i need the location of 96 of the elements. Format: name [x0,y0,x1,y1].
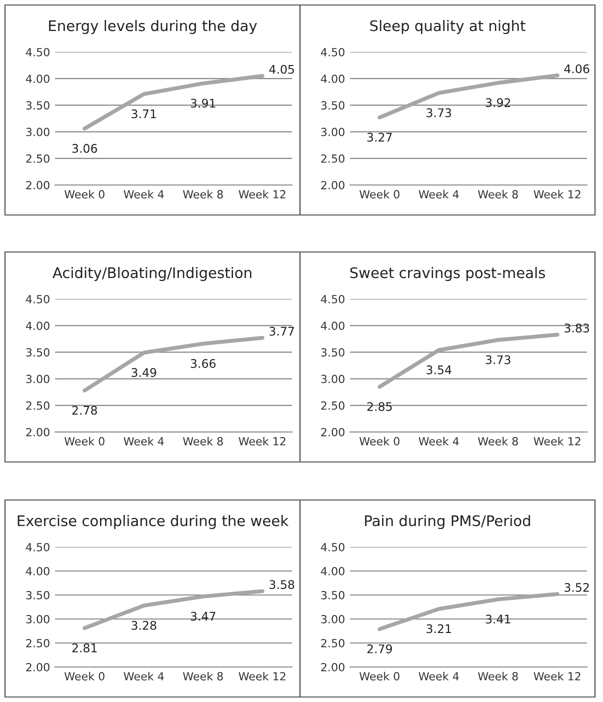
y-tick-label: 2.00 [26,180,50,190]
data-label: 3.58 [270,580,294,590]
data-label: 3.71 [132,109,156,118]
data-label: 3.52 [564,582,589,592]
x-tick-label: Week 8 [182,190,223,198]
y-tick-label: 3.00 [321,374,344,384]
data-label: 2.78 [72,406,97,415]
x-tick-label: Week 0 [64,436,104,446]
y-tick-label: 3.00 [26,374,50,384]
x-tick-label: Week 4 [418,436,459,446]
y-tick-label: 2.50 [321,638,344,648]
y-tick-label: 4.00 [26,322,50,330]
line-series [82,336,264,392]
data-label: 3.06 [72,144,98,153]
y-tick-label: 3.50 [321,348,344,357]
y-tick-label: 4.50 [26,294,50,304]
data-label: 3.77 [270,326,294,336]
y-tick-label: 2.00 [321,428,344,436]
x-tick-label: Week 0 [359,436,400,446]
x-tick-label: Week 12 [534,190,580,198]
y-tick-label: 2.00 [321,662,344,672]
x-tick-label: Week 8 [478,672,518,680]
y-tick-label: 4.00 [320,566,344,576]
data-label: 3.66 [190,359,216,368]
x-tick-label: Week 12 [238,672,286,680]
data-label: 3.91 [190,98,216,108]
y-tick-label: 4.50 [26,48,50,56]
data-label: 3.54 [426,365,452,374]
y-tick-label: 3.00 [321,614,344,624]
data-label: 2.85 [367,402,392,412]
x-tick-label: Week 8 [478,436,518,446]
y-tick-label: 2.50 [26,638,50,648]
y-tick-label: 3.00 [26,128,50,136]
x-tick-label: Week 4 [124,672,164,680]
x-tick-label: Week 0 [359,190,400,198]
chart-title: Sleep quality at night [370,20,526,34]
line-series [378,73,560,120]
line-series [82,74,264,131]
line-series [378,592,560,632]
data-label: 3.27 [367,132,392,142]
y-tick-label: 4.50 [320,542,344,552]
x-tick-label: Week 12 [534,436,580,446]
line-series [82,589,264,630]
data-label: 4.06 [564,64,590,74]
x-tick-label: Week 4 [418,672,459,680]
y-tick-label: 3.50 [26,101,50,110]
y-tick-label: 3.00 [321,128,344,136]
x-tick-label: Week 0 [359,672,400,680]
data-label: 4.05 [269,64,294,74]
data-label: 3.28 [132,620,156,630]
chart-title: Exercise compliance during the week [18,514,289,530]
chart-title: Acidity/Bloating/Indigestion [52,266,252,282]
y-tick-label: 3.50 [321,101,344,110]
x-tick-label: Week 8 [182,436,223,446]
y-tick-label: 2.00 [26,662,50,672]
chart-title: Energy levels during the day [49,20,257,34]
y-tick-label: 4.50 [320,48,344,56]
y-tick-label: 3.50 [321,590,344,600]
x-tick-label: Week 12 [534,672,580,680]
x-tick-label: Week 0 [64,190,104,198]
y-tick-label: 3.00 [26,614,50,624]
x-tick-label: Week 4 [418,190,459,198]
y-tick-label: 3.50 [26,348,50,357]
data-label: 3.21 [426,624,451,634]
line-series [378,332,560,389]
x-tick-label: Week 4 [124,436,164,446]
x-tick-label: Week 8 [182,672,223,680]
y-tick-label: 2.50 [321,401,344,410]
y-tick-label: 4.00 [320,322,344,330]
chart-title: Sweet cravings post-meals [350,266,545,282]
y-tick-label: 2.50 [26,154,50,163]
data-label: 3.41 [486,614,510,624]
x-tick-label: Week 0 [64,672,104,680]
y-tick-label: 4.50 [26,542,50,552]
y-tick-label: 2.00 [321,180,344,190]
y-tick-label: 3.50 [26,590,50,600]
chart-title: Pain during PMS/Period [365,514,530,530]
y-tick-label: 2.50 [321,154,344,163]
y-tick-label: 4.50 [320,294,344,304]
data-label: 3.92 [486,98,510,108]
y-tick-label: 4.00 [26,566,50,576]
data-label: 3.73 [486,355,510,364]
data-label: 3.49 [132,368,156,377]
data-label: 2.79 [367,644,392,654]
data-label: 3.47 [190,612,216,621]
y-tick-label: 2.00 [26,428,50,436]
y-tick-label: 2.50 [26,401,50,410]
y-tick-label: 4.00 [320,74,344,83]
x-tick-label: Week 12 [238,436,286,446]
data-label: 3.83 [564,324,590,333]
data-label: 3.73 [426,108,452,118]
data-label: 2.81 [72,643,97,652]
y-tick-label: 4.00 [26,74,50,83]
x-tick-label: Week 8 [478,190,518,198]
x-tick-label: Week 4 [124,190,164,198]
x-tick-label: Week 12 [238,190,286,198]
